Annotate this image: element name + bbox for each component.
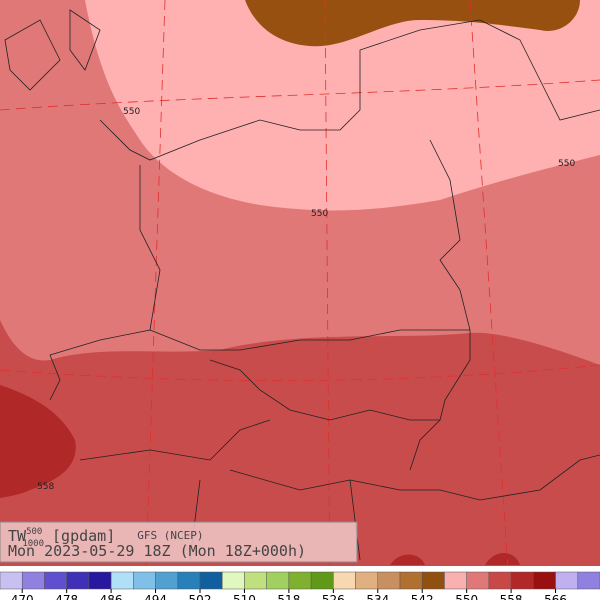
colorbar-swatch: [488, 571, 512, 590]
colorbar-swatch: [66, 571, 90, 590]
colorbar-swatch: [555, 571, 579, 590]
colorbar-swatch: [21, 571, 45, 590]
colorbar-swatch: [155, 571, 179, 590]
colorbar-label: 478: [55, 593, 78, 600]
colorbar-swatch: [110, 571, 134, 590]
colorbar-label: 470: [11, 593, 34, 600]
colorbar-swatch: [333, 571, 356, 590]
colorbar-swatch: [310, 571, 334, 590]
colorbar-label: 510: [233, 593, 256, 600]
colorbar-label: 518: [277, 593, 300, 600]
colorbar-swatch: [221, 571, 245, 590]
colorbar-swatch: [355, 571, 379, 590]
colorbar-swatch: [288, 571, 312, 590]
colorbar-label: 542: [411, 593, 434, 600]
colorbar-label: 486: [100, 593, 123, 600]
borders: [4, 9, 600, 561]
colorbar-swatch: [133, 571, 156, 590]
contour-label: 550: [311, 209, 328, 219]
colorbar-swatch: [177, 571, 201, 590]
colorbar-swatch: [244, 571, 267, 590]
colorbar-swatch: [199, 571, 223, 590]
colorbar-swatch: [466, 571, 490, 590]
colorbar-swatch: [399, 571, 423, 590]
contour-label: 558: [37, 482, 54, 492]
colorbar-label: 494: [144, 593, 167, 600]
colorbar-swatch: [88, 571, 112, 590]
colorbar-swatch: [377, 571, 401, 590]
colorbar-swatch: [577, 571, 600, 590]
colorbar-label: 534: [366, 593, 389, 600]
colorbar-swatch: [444, 571, 467, 590]
colorbar-label: 526: [322, 593, 345, 600]
contour-label: 550: [123, 107, 140, 117]
valid-time: Mon 2023-05-29 18Z (Mon 18Z+000h): [8, 542, 306, 560]
colorbar-label: 566: [544, 593, 567, 600]
field-566: [245, 0, 580, 47]
field-566-south: [0, 385, 76, 498]
field-west: [0, 0, 72, 260]
colorbar-label: 502: [189, 593, 212, 600]
colorbar-label: 558: [500, 593, 523, 600]
colorbar-swatch: [533, 571, 556, 590]
colorbar-swatch: [510, 571, 534, 590]
contour-label: 550: [558, 159, 575, 169]
field-550: [85, 0, 600, 211]
colorbar: 470 478 486 494 502 510 518 526 534 542 550 558 566: [0, 571, 600, 600]
colorbar-label: 550: [455, 593, 478, 600]
colorbar-swatch: [266, 571, 290, 590]
title-box: [0, 521, 358, 563]
colorbar-swatch: [421, 571, 445, 590]
field-patches: [390, 552, 520, 565]
colorbar-swatch: [44, 571, 67, 590]
colorbar-swatch: [0, 571, 23, 590]
title: TW500 1000 [gpdam] GFS (NCEP): [8, 527, 203, 549]
